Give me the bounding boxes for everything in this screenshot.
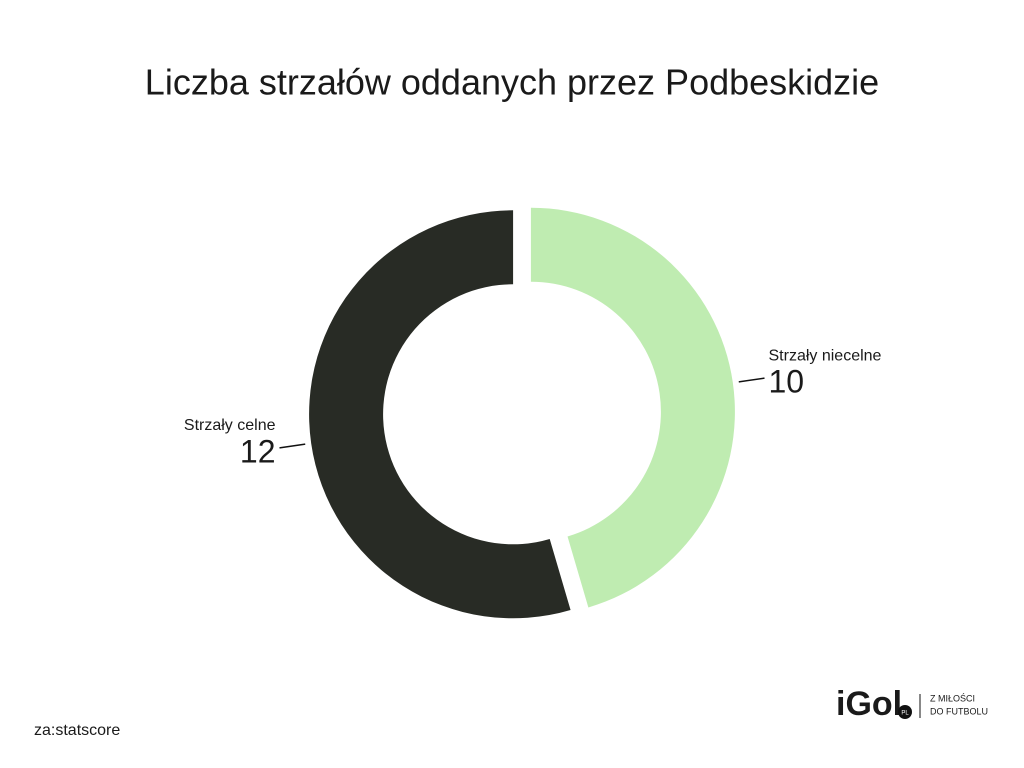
leader-line [738, 377, 765, 383]
logo-name: iGol [836, 685, 902, 723]
slice-label: Strzały niecelne [769, 347, 882, 364]
logo-tagline: Z MIŁOŚCI [930, 692, 975, 703]
value-label: 12 [240, 433, 276, 469]
slice-label: Strzały celne [184, 417, 276, 434]
logo-badge: PL [901, 711, 909, 717]
logo-badge-bg [898, 705, 912, 719]
donut-slice [309, 210, 571, 619]
donut-slice [530, 207, 735, 608]
value-label: 10 [769, 364, 805, 400]
chart-title: Liczba strzałów oddanych przez Podbeskid… [145, 62, 879, 103]
logo-tagline: DO FUTBOLU [930, 706, 988, 716]
source: za:statscore [34, 722, 120, 739]
logo: iGol PL Z MIŁOŚCI DO FUTBOLU [836, 685, 988, 723]
leader-line [279, 443, 306, 449]
